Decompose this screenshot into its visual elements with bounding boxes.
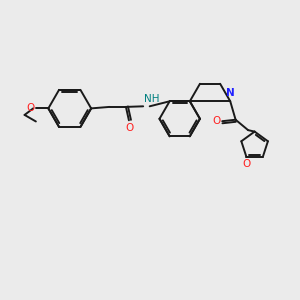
Text: N: N bbox=[226, 88, 235, 98]
Text: O: O bbox=[27, 103, 35, 113]
Text: NH: NH bbox=[144, 94, 159, 104]
Text: O: O bbox=[126, 123, 134, 133]
Text: O: O bbox=[212, 116, 221, 126]
Text: O: O bbox=[242, 159, 250, 169]
